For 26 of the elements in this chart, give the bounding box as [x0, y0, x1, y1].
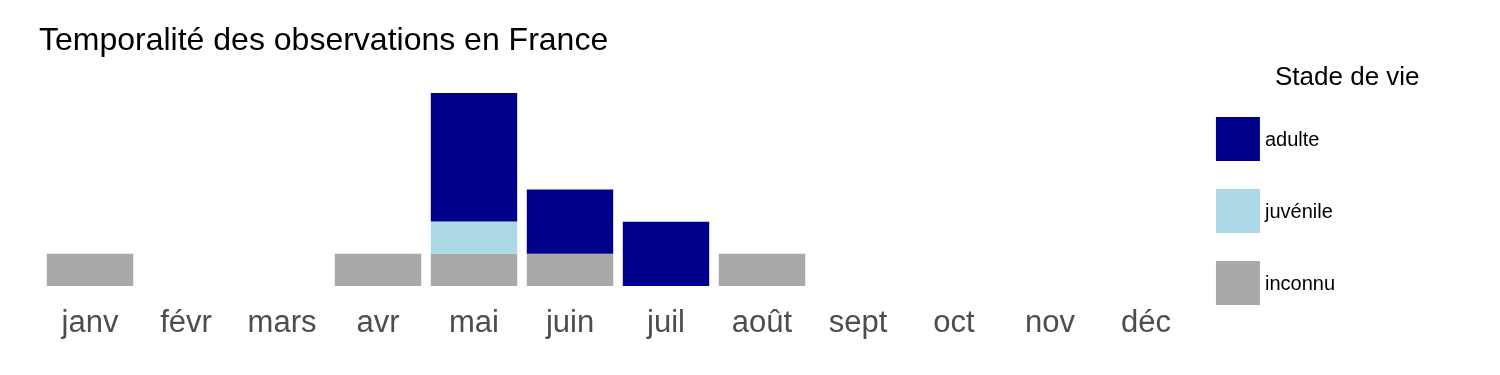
x-tick-label: déc [1121, 304, 1171, 339]
x-tick-label: mars [247, 304, 317, 339]
bar [718, 253, 806, 286]
x-tick-label: nov [1025, 304, 1076, 339]
x-tick-label: févr [160, 304, 212, 339]
bar [526, 189, 614, 254]
x-tick-label: juin [544, 304, 595, 339]
bar [430, 253, 518, 286]
legend-label: inconnu [1264, 272, 1335, 294]
bar [46, 253, 134, 286]
x-tick-label: oct [933, 304, 976, 339]
x-tick-label: sept [828, 304, 888, 339]
legend-label: adulte [1264, 128, 1320, 150]
bar [430, 93, 518, 222]
legend-title: Stade de vie [1275, 61, 1420, 91]
bar [526, 253, 614, 286]
x-tick-label: août [731, 304, 793, 339]
legend-label: juvénile [1263, 200, 1333, 222]
chart-title: Temporalité des observations en France [39, 21, 609, 57]
bar [430, 221, 518, 254]
bar [622, 221, 710, 286]
x-tick-label: juil [646, 304, 685, 339]
x-tick-label: mai [449, 304, 499, 339]
bar [334, 253, 422, 286]
x-tick-label: janv [60, 304, 119, 339]
x-tick-label: avr [356, 304, 400, 339]
